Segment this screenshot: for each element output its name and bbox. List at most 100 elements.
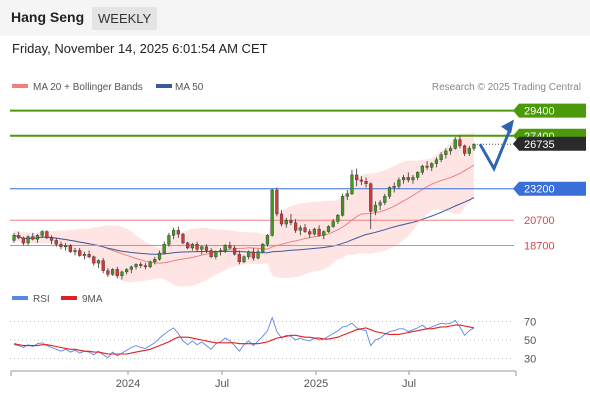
candle-bullish: [134, 264, 138, 268]
legend-label-ma50: MA 50: [175, 82, 204, 93]
candle-bullish: [96, 260, 101, 264]
candle-bearish: [294, 222, 298, 231]
candle-bullish: [340, 196, 345, 216]
rsi-tick-label: 50: [524, 335, 536, 347]
time-axis: 2024 Jul 2025 Jul: [10, 370, 517, 390]
rsi-panel: RSI 9MA 30 50 70: [10, 294, 536, 366]
candle-bearish: [251, 251, 255, 259]
candle-bullish: [331, 221, 335, 227]
candle-bearish: [308, 231, 312, 235]
candle-bullish: [82, 254, 87, 256]
rsi-tick-label: 30: [524, 354, 536, 366]
chart-legend: MA 20 + Bollinger Bands MA 50 Research ©…: [12, 82, 581, 93]
candle-bearish: [458, 139, 462, 147]
candle-bullish: [420, 165, 424, 173]
candle-bearish: [209, 250, 213, 257]
candle-bullish: [261, 243, 265, 252]
candle-bullish: [26, 236, 30, 244]
candle-bullish: [336, 215, 340, 222]
rsi-line: [13, 316, 475, 359]
time-axis-label: 2025: [304, 378, 328, 390]
candle-bearish: [369, 183, 373, 212]
candle-bullish: [416, 172, 420, 178]
candle-bearish: [101, 260, 105, 271]
candle-bullish: [64, 245, 68, 247]
candle-bearish: [425, 165, 429, 168]
candle-bullish: [448, 148, 453, 152]
candle-bearish: [355, 174, 359, 181]
level-tag-26735: [513, 136, 586, 151]
candle-bullish: [467, 148, 471, 154]
legend-swatch-rsi: [12, 296, 28, 300]
candle-bullish: [373, 204, 378, 212]
bollinger-band: [14, 132, 474, 287]
candle-bullish: [200, 246, 204, 250]
candle-bearish: [275, 189, 279, 215]
candle-bullish: [397, 179, 401, 187]
candle-bullish: [312, 228, 317, 235]
candle-bearish: [54, 240, 58, 245]
candle-bearish: [139, 264, 143, 266]
candle-bearish: [233, 247, 237, 255]
candle-bullish: [223, 245, 227, 251]
candle-bearish: [68, 245, 72, 252]
time-axis-label: Jul: [215, 378, 229, 390]
candle-bullish: [129, 266, 133, 270]
instrument-title: Hang Seng: [11, 9, 85, 25]
candle-bullish: [171, 230, 176, 236]
report-datetime: Friday, November 14, 2025 6:01:54 AM CET: [12, 41, 268, 56]
candle-bullish: [322, 231, 326, 236]
rsi-9ma-line: [13, 324, 475, 355]
candle-bearish: [228, 245, 232, 249]
candle-bullish: [270, 189, 274, 236]
candle-bearish: [31, 236, 35, 240]
level-value-26735: 26735: [524, 139, 555, 151]
level-value-29400: 29400: [524, 106, 555, 118]
candle-bearish: [359, 179, 363, 182]
candle-bearish: [78, 250, 82, 256]
candle-bearish: [303, 227, 307, 232]
candle-bearish: [21, 237, 25, 244]
candle-bullish: [73, 250, 77, 252]
candle-bullish: [378, 202, 382, 206]
candle-bearish: [17, 235, 21, 239]
candle-bearish: [204, 246, 209, 251]
level-value-20700: 20700: [524, 215, 555, 227]
candle-bullish: [242, 256, 246, 263]
candle-bullish: [162, 243, 166, 254]
candle-bearish: [317, 228, 321, 236]
candle-bullish: [40, 231, 44, 236]
price-plot-area: 294002740026735232002070018700: [10, 103, 586, 287]
legend-label-ma20: MA 20 + Bollinger Bands: [33, 82, 143, 93]
candle-bullish: [392, 186, 396, 188]
scenario-arrow: [478, 128, 512, 172]
candle-bearish: [115, 269, 119, 276]
candle-bearish: [181, 233, 185, 244]
candle-bearish: [59, 243, 63, 247]
candle-bearish: [186, 242, 190, 249]
candle-bullish: [350, 174, 354, 194]
candle-bearish: [279, 213, 284, 225]
candle-bullish: [157, 252, 162, 260]
candle-bullish: [430, 163, 434, 168]
candle-bullish: [110, 269, 115, 275]
chart-header: Hang Seng WEEKLY: [0, 0, 590, 36]
candle-bearish: [195, 243, 199, 250]
candle-bullish: [434, 159, 439, 164]
candle-bearish: [406, 177, 410, 181]
candle-bullish: [453, 139, 457, 149]
candle-bearish: [49, 237, 54, 241]
candle-bearish: [364, 180, 368, 184]
candle-bullish: [153, 259, 157, 263]
level-value-18700: 18700: [524, 240, 555, 252]
timeframe-badge[interactable]: WEEKLY: [92, 7, 158, 30]
candle-bullish: [190, 243, 194, 249]
time-axis-label: Jul: [402, 378, 416, 390]
legend-label-9ma: 9MA: [82, 294, 103, 305]
candle-bullish: [298, 227, 302, 231]
candle-bullish: [284, 220, 288, 225]
candle-bullish: [120, 271, 124, 276]
candle-bullish: [444, 150, 448, 155]
candle-bullish: [265, 235, 270, 245]
